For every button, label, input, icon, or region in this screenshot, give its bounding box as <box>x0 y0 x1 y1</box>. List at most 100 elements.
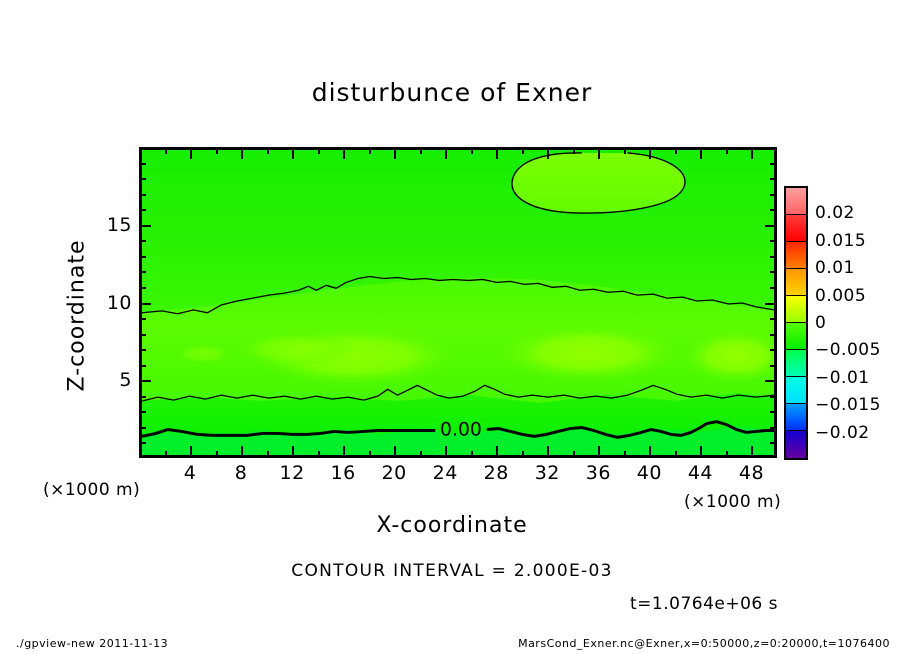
x-tick-bottom <box>496 446 498 457</box>
x-tick-top <box>471 148 473 154</box>
colorbar-tick-label: 0 <box>815 313 827 333</box>
y-tick-right <box>770 287 776 289</box>
x-axis-unit: (×1000 m) <box>684 492 782 512</box>
y-tick-left <box>140 240 146 242</box>
footer-left: ./gpview-new 2011-11-13 <box>16 637 169 650</box>
colorbar-band <box>786 242 806 269</box>
x-tick-top <box>624 148 626 154</box>
zero-contour-label: 0.00 <box>440 419 482 440</box>
colorbar <box>784 186 808 460</box>
y-tick-right <box>770 240 776 242</box>
x-tick-bottom <box>241 446 243 457</box>
x-tick-bottom <box>318 451 320 457</box>
x-tick-bottom <box>216 451 218 457</box>
y-tick-left <box>140 411 146 413</box>
colorbar-band <box>786 188 806 215</box>
y-tick-left <box>140 178 146 180</box>
x-tick-top <box>547 148 549 159</box>
y-tick-left <box>140 287 146 289</box>
y-tick-right <box>770 209 776 211</box>
x-tick-label: 4 <box>183 462 197 484</box>
x-tick-bottom <box>624 451 626 457</box>
y-tick-label: 5 <box>119 369 132 392</box>
x-tick-bottom <box>700 446 702 457</box>
contour-field: 0.00 <box>142 150 774 455</box>
x-tick-top <box>496 148 498 159</box>
x-tick-bottom <box>573 451 575 457</box>
x-tick-bottom <box>675 451 677 457</box>
y-tick-right <box>770 365 776 367</box>
x-tick-bottom <box>369 451 371 457</box>
colorbar-tick-label: 0.015 <box>815 230 867 251</box>
x-tick-label: 28 <box>483 462 509 484</box>
x-tick-bottom <box>445 446 447 457</box>
x-tick-top <box>598 148 600 159</box>
y-tick-label: 15 <box>106 213 132 236</box>
colorbar-tick-label: 0.01 <box>815 258 855 279</box>
y-tick-right <box>770 442 776 444</box>
colorbar-band <box>786 269 806 296</box>
colorbar-band <box>786 350 806 377</box>
y-tick-right <box>770 318 776 320</box>
y-tick-left <box>140 380 151 382</box>
x-tick-top <box>726 148 728 154</box>
x-tick-label: 44 <box>687 462 714 484</box>
x-tick-bottom <box>726 451 728 457</box>
x-tick-top <box>649 148 651 159</box>
x-tick-top <box>216 148 218 154</box>
colorbar-band <box>786 404 806 431</box>
y-tick-right <box>770 194 776 196</box>
y-tick-right <box>765 380 776 382</box>
y-tick-left <box>140 334 146 336</box>
colorbar-band <box>786 431 806 458</box>
y-tick-right <box>770 178 776 180</box>
x-tick-bottom <box>190 446 192 457</box>
y-tick-left <box>140 427 146 429</box>
y-tick-left <box>140 349 146 351</box>
x-tick-bottom <box>267 451 269 457</box>
y-tick-right <box>770 411 776 413</box>
y-tick-right <box>770 256 776 258</box>
y-tick-left <box>140 271 146 273</box>
contour-interval-note: CONTOUR INTERVAL = 2.000E-03 <box>291 561 613 581</box>
x-tick-label: 12 <box>279 462 305 484</box>
y-tick-left <box>140 256 146 258</box>
x-tick-bottom <box>522 451 524 457</box>
x-tick-top <box>267 148 269 154</box>
y-tick-right <box>770 334 776 336</box>
x-tick-label: 24 <box>432 462 458 484</box>
x-tick-top <box>190 148 192 159</box>
x-tick-top <box>394 148 396 159</box>
x-tick-bottom <box>165 451 167 457</box>
x-tick-bottom <box>598 446 600 457</box>
x-axis-title: X-coordinate <box>376 513 528 538</box>
x-tick-top <box>292 148 294 159</box>
x-tick-label: 36 <box>585 462 611 484</box>
colorbar-tick-label: −0.005 <box>815 340 881 361</box>
y-tick-left <box>140 303 151 305</box>
footer-right: MarsCond_Exner.nc@Exner,x=0:50000,z=0:20… <box>518 637 890 650</box>
colorbar-tick-label: −0.02 <box>815 422 870 443</box>
y-tick-left <box>140 225 151 227</box>
x-tick-bottom <box>547 446 549 457</box>
x-tick-bottom <box>420 451 422 457</box>
x-tick-top <box>751 148 753 159</box>
x-tick-label: 48 <box>738 462 765 484</box>
y-tick-left <box>140 318 146 320</box>
y-axis-unit: (×1000 m) <box>43 480 141 500</box>
x-tick-top <box>241 148 243 159</box>
x-tick-bottom <box>751 446 753 457</box>
x-tick-top <box>343 148 345 159</box>
y-tick-right <box>765 225 776 227</box>
x-tick-label: 16 <box>330 462 356 484</box>
x-tick-top <box>700 148 702 159</box>
y-tick-right <box>765 303 776 305</box>
y-axis-title: Z-coordinate <box>64 239 90 392</box>
x-tick-label: 40 <box>636 462 662 484</box>
colorbar-tick-label: −0.01 <box>815 367 870 388</box>
x-tick-label: 20 <box>381 462 407 484</box>
x-tick-top <box>318 148 320 154</box>
y-tick-right <box>770 271 776 273</box>
x-tick-top <box>369 148 371 154</box>
